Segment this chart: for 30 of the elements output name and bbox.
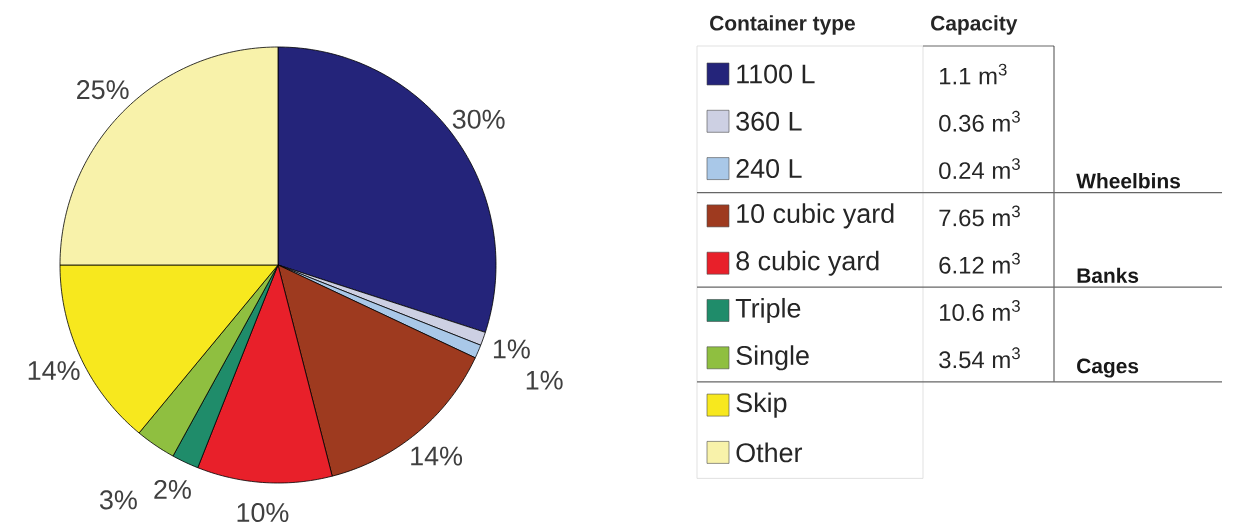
legend-label: 8 cubic yard [736,250,879,276]
data-label: 30% [452,109,505,129]
data-label: 14% [411,446,463,466]
legend-label: Single [736,345,809,371]
legend-label: 10 cubic yard [737,203,894,229]
text: 1.1 m$^{3}$ [940,63,1007,85]
text: Banks [1077,267,1139,283]
legend-label: 240 L [736,159,802,179]
text: 3.54 m$^{3}$ [939,347,1020,369]
data-label: 14% [28,361,80,380]
text: 6.12 m$^{3}$ [939,252,1020,274]
text: Capacity [931,15,1018,35]
text: 10.6 m$^{3}$ [940,300,1020,321]
text: 0.36 m$^{3}$ [939,110,1020,132]
data-label: 25% [77,80,129,100]
text: 7.65 m$^{3}$ [939,205,1020,227]
text: 0.24 m$^{3}$ [939,158,1020,180]
data-label: 2% [154,479,191,499]
legend-label: Triple [735,297,801,324]
data-label: 1% [526,370,563,390]
legend-label: Other [736,442,803,463]
legend-label: 1100 L [737,64,815,84]
legend-title: Container type [710,15,855,35]
legend-label: Skip [736,392,787,418]
data-label: 3% [99,490,137,510]
data-label: 10% [237,502,289,523]
text: Wheelbins [1076,173,1180,189]
legend-label: 360 L [736,111,802,131]
text: Cages [1077,358,1139,378]
data-label: 1% [493,339,530,359]
